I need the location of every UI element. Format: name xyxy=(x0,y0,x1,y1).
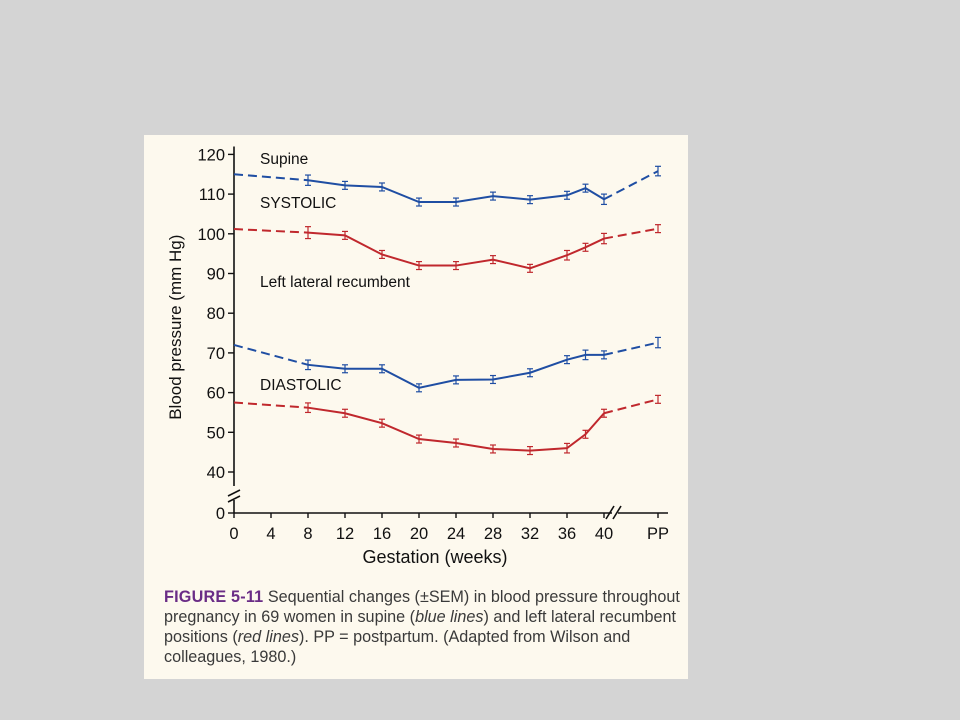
series-dashed-segment xyxy=(233,228,309,234)
x-tick-label: 24 xyxy=(447,525,465,543)
x-tick-label: 40 xyxy=(595,525,613,543)
caption-text-3: ). PP = postpartum. (Adapted from Wilson… xyxy=(164,628,631,666)
series-systolic-left-lateral-recumbent xyxy=(233,224,661,273)
chart-axes: 0 40 50 60 70 80 90 100 110 120 0 4 8 12 16 20 24 28 32 36 4… xyxy=(166,146,669,567)
label-systolic: SYSTOLIC xyxy=(260,195,336,212)
y-tick-label: 60 xyxy=(207,385,225,403)
series-line xyxy=(307,231,605,270)
y-axis-break-mark xyxy=(227,495,241,503)
y-tick-label: 100 xyxy=(197,226,225,244)
x-tick-label: 28 xyxy=(484,525,502,543)
x-tick-label: PP xyxy=(647,525,669,543)
series-line xyxy=(307,179,605,204)
series-line xyxy=(307,406,605,452)
x-tick-label: 4 xyxy=(266,525,275,543)
caption-text-2: ) and left lateral recumbent positions ( xyxy=(164,608,677,646)
x-tick-label: 8 xyxy=(303,525,312,543)
y-tick-label: 120 xyxy=(197,146,225,164)
x-tick-label: 16 xyxy=(373,525,391,543)
series-diastolic-left-lateral-recumbent xyxy=(233,394,661,456)
series-dashed-segment xyxy=(233,401,309,409)
x-tick-label: 0 xyxy=(229,525,238,543)
caption-text-1: Sequential changes (±SEM) in blood press… xyxy=(164,588,680,626)
y-tick-label: 50 xyxy=(207,424,225,442)
x-axis-break-mark xyxy=(612,505,622,520)
y-tick-label: 40 xyxy=(207,464,225,482)
series-systolic-supine xyxy=(233,165,661,207)
y-tick-label: 0 xyxy=(216,505,225,523)
caption-blue-lines: blue lines xyxy=(415,608,484,626)
x-tick-label: 32 xyxy=(521,525,539,543)
series-line xyxy=(307,353,604,389)
x-tick-label: 12 xyxy=(336,525,354,543)
y-tick-label: 70 xyxy=(207,345,225,363)
y-axis-title: Blood pressure (mm Hg) xyxy=(166,235,185,420)
series-dashed-segment xyxy=(603,227,659,240)
x-tick-label: 20 xyxy=(410,525,428,543)
label-diastolic: DIASTOLIC xyxy=(260,377,342,394)
x-axis-title: Gestation (weeks) xyxy=(362,547,507,567)
label-supine: Supine xyxy=(260,151,308,168)
x-tick-label: 36 xyxy=(558,525,576,543)
chart-series xyxy=(233,165,661,456)
series-dashed-segment xyxy=(603,398,659,415)
y-tick-label: 80 xyxy=(207,305,225,323)
series-dashed-segment xyxy=(233,343,309,366)
y-axis-break-mark xyxy=(227,489,241,497)
series-diastolic-supine xyxy=(233,336,661,393)
label-left-lateral: Left lateral recumbent xyxy=(260,274,411,291)
series-dashed-segment xyxy=(603,341,659,356)
figure-panel: 0 40 50 60 70 80 90 100 110 120 0 4 8 12 16 20 24 28 32 36 4… xyxy=(144,135,688,679)
figure-caption: FIGURE 5-11 Sequential changes (±SEM) in… xyxy=(164,587,684,667)
figure-label: FIGURE 5-11 xyxy=(164,588,264,606)
x-axis-break-mark xyxy=(605,505,615,520)
blood-pressure-chart: 0 40 50 60 70 80 90 100 110 120 0 4 8 12 16 20 24 28 32 36 4… xyxy=(166,146,669,567)
series-dashed-segment xyxy=(603,170,659,201)
caption-red-lines: red lines xyxy=(237,628,299,646)
y-tick-label: 90 xyxy=(207,266,225,284)
chart-annotations: Supine SYSTOLIC Left lateral recumbent DIAS… xyxy=(260,151,411,394)
y-tick-label: 110 xyxy=(199,186,225,204)
series-dashed-segment xyxy=(233,173,309,182)
